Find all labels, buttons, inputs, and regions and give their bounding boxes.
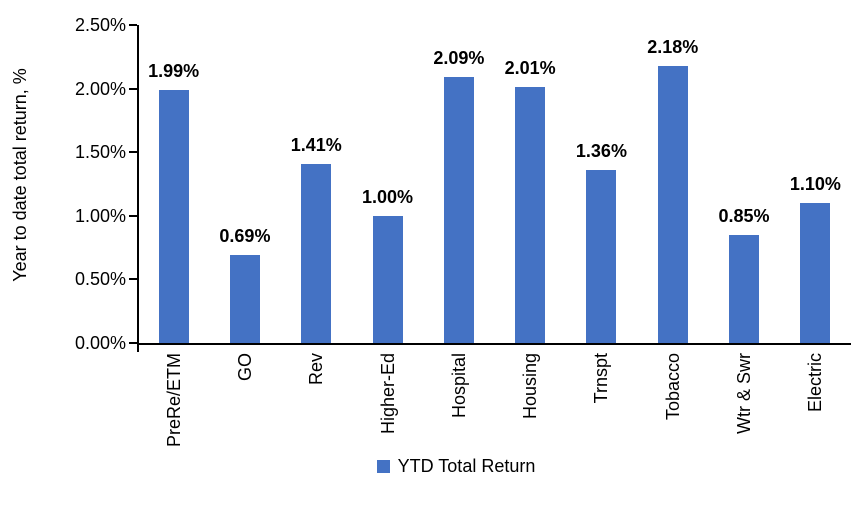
y-axis-tick-label: 1.00% (74, 205, 126, 226)
y-axis-tick-label: 1.50% (74, 142, 126, 163)
bar (657, 65, 688, 343)
y-axis-title: Year to date total return, % (10, 68, 30, 282)
x-axis-category-label: Rev (306, 353, 327, 386)
x-axis-category-label: Trnspt (591, 353, 612, 404)
legend: YTD Total Return (30, 455, 852, 477)
bar (586, 170, 617, 343)
y-axis-line (137, 25, 139, 352)
y-axis-tick-label: 2.50% (74, 15, 126, 35)
bar (800, 203, 831, 343)
bar-value-label: 1.00% (362, 186, 414, 207)
bar-value-label: 1.36% (575, 141, 627, 161)
x-axis-category-label: Electric (805, 353, 826, 413)
bar (301, 163, 332, 343)
bar-value-label: 1.10% (789, 174, 841, 195)
y-axis-tick (129, 278, 137, 281)
bar-value-label: 1.41% (290, 134, 342, 155)
y-axis-tick-label: 0.00% (74, 333, 126, 353)
y-axis-tick (129, 342, 137, 344)
bar-value-label: 0.69% (219, 226, 271, 247)
bar (729, 234, 760, 343)
y-axis-tick (129, 214, 137, 217)
y-axis-tick (129, 151, 137, 154)
legend-marker-icon (376, 459, 390, 473)
y-axis-tick (129, 24, 137, 26)
bar-value-label: 0.85% (718, 205, 770, 226)
x-axis-category-label: Hospital (448, 353, 469, 419)
y-axis-tick-label: 0.50% (74, 269, 126, 290)
x-axis-category-label: Housing (520, 353, 541, 420)
bar (372, 215, 403, 343)
x-axis-category-label: Tobacco (662, 353, 683, 421)
bar (515, 87, 546, 343)
bar (229, 255, 260, 343)
legend-label: YTD Total Return (397, 456, 536, 476)
bar-value-label: 2.01% (504, 58, 556, 79)
x-axis-category-label: PreRe/ETM (163, 353, 184, 448)
bar-value-label: 2.09% (433, 48, 485, 69)
y-axis-tick (129, 87, 137, 90)
bar-value-label: 1.99% (148, 60, 200, 81)
x-axis-category-label: Wtr & Swr (734, 353, 755, 434)
x-axis-line (137, 343, 851, 345)
bar-value-label: 2.18% (647, 36, 699, 57)
x-axis-category-label: Higher-Ed (377, 353, 398, 435)
bar (158, 89, 189, 343)
y-axis-tick-label: 2.00% (74, 78, 126, 99)
bar (443, 77, 474, 343)
x-axis-category-label: GO (234, 353, 255, 382)
